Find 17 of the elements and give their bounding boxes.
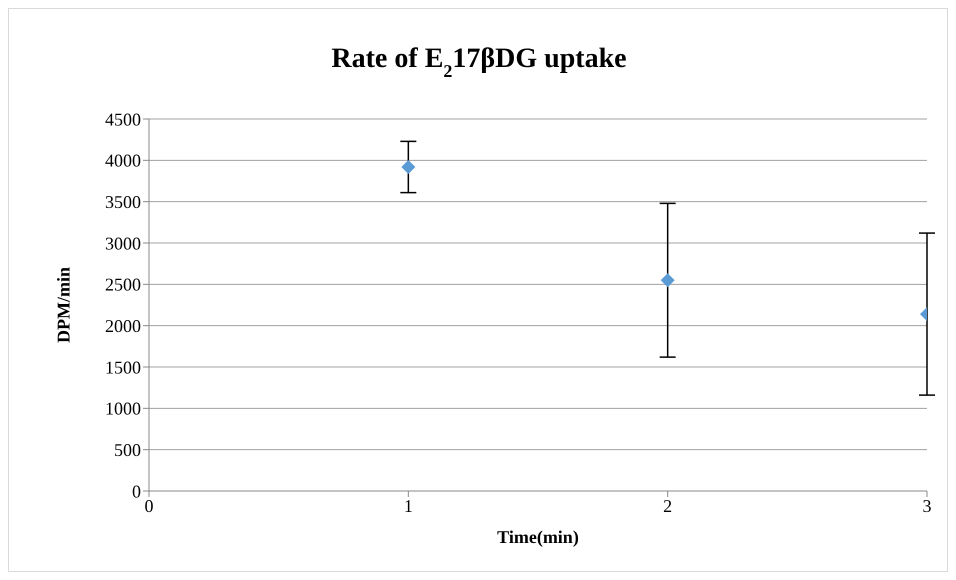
y-tick-label: 1000 [105,398,141,419]
x-axis-title: Time(min) [497,527,579,547]
y-tick-label: 2500 [105,274,141,295]
y-tick-label: 3500 [105,192,141,212]
y-tick-label: 4500 [105,109,141,130]
y-tick-label: 2000 [105,316,141,336]
x-tick-label: 3 [922,496,932,516]
y-tick-label: 3000 [105,233,141,254]
y-tick-label: 500 [114,440,141,460]
y-tick-label: 4000 [105,150,141,171]
y-tick-label: 0 [132,481,141,502]
y-tick-label: 1500 [105,357,141,378]
x-tick-label: 0 [144,496,154,516]
y-axis-title: DPM/min [53,267,74,343]
x-tick-label: 2 [663,496,672,516]
chart-title: Rate of E$_{2}$17βDG uptake [331,43,627,81]
x-tick-label: 1 [404,496,413,516]
